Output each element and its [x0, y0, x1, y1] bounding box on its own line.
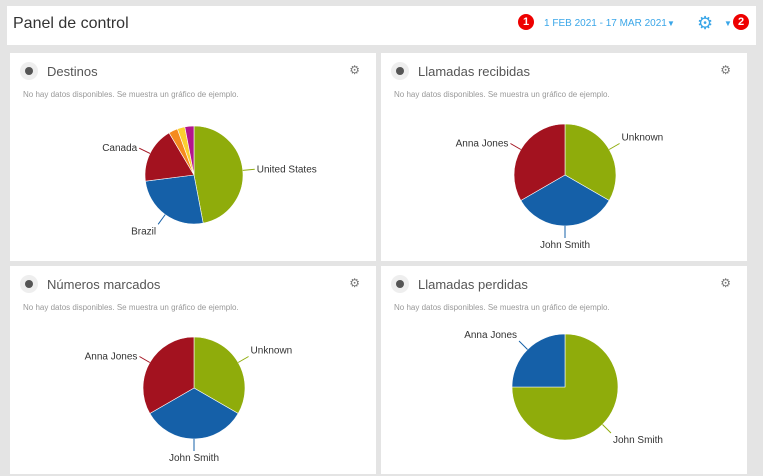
pie-leader-line: [518, 340, 528, 350]
pie-leader-line: [510, 143, 522, 150]
pie-slice[interactable]: [193, 336, 246, 414]
pie-chart-icon: [391, 62, 409, 80]
date-chevron-down-icon[interactable]: ▼: [667, 19, 675, 28]
settings-gears-icon[interactable]: ⚙: [697, 13, 714, 33]
no-data-note: No hay datos disponibles. Se muestra un …: [23, 303, 239, 312]
no-data-note: No hay datos disponibles. Se muestra un …: [23, 90, 239, 99]
page-title: Panel de control: [13, 15, 129, 32]
badge-2: 2: [733, 14, 749, 30]
panel-destinos: Destinos ⚙ No hay datos disponibles. Se …: [10, 53, 376, 261]
pie-label: Brazil: [131, 226, 156, 237]
pie-label: Unknown: [251, 346, 293, 357]
pie-label: Anna Jones: [85, 352, 138, 363]
pie-leader-line: [608, 143, 620, 150]
pie-leader-line: [139, 147, 151, 154]
panel-settings-gear-icon[interactable]: ⚙: [349, 63, 360, 77]
panel-title: Destinos: [47, 64, 98, 79]
pie-label: John Smith: [169, 453, 219, 464]
panel-settings-gear-icon[interactable]: ⚙: [720, 276, 731, 290]
panel-settings-gear-icon[interactable]: ⚙: [349, 276, 360, 290]
pie-chart-icon: [391, 275, 409, 293]
pie-leader-line: [602, 424, 612, 434]
panel-llamadas-perdidas: Llamadas perdidas ⚙ No hay datos disponi…: [381, 266, 747, 474]
header: Panel de control 1 1 FEB 2021 - 17 MAR 2…: [7, 6, 756, 45]
pie-label: Canada: [102, 143, 137, 154]
pie-label: Anna Jones: [456, 139, 509, 150]
pie-chart-icon: [20, 275, 38, 293]
pie-slice[interactable]: [184, 125, 195, 176]
panel-title: Llamadas recibidas: [418, 64, 531, 79]
pie-chart-numeros-marcados: Unknown John Smith Anna Jones: [85, 336, 293, 464]
pie-slice[interactable]: [145, 174, 204, 225]
panel-title: Llamadas perdidas: [418, 277, 528, 292]
no-data-note: No hay datos disponibles. Se muestra un …: [394, 303, 610, 312]
pie-label: United States: [257, 164, 317, 175]
badge-1: 1: [518, 14, 534, 30]
pie-chart-llamadas-perdidas: John Smith Anna Jones: [464, 330, 663, 446]
pie-chart-icon: [20, 62, 38, 80]
settings-chevron-down-icon[interactable]: ▼: [724, 19, 732, 28]
panel-llamadas-recibidas: Llamadas recibidas ⚙ No hay datos dispon…: [381, 53, 747, 261]
pie-slice[interactable]: [142, 336, 195, 414]
pie-slice[interactable]: [520, 174, 610, 227]
no-data-note: No hay datos disponibles. Se muestra un …: [394, 90, 610, 99]
pie-label: Unknown: [622, 133, 664, 144]
panel-settings-gear-icon[interactable]: ⚙: [720, 63, 731, 77]
pie-leader-line: [157, 214, 166, 225]
pie-label: John Smith: [613, 435, 663, 446]
panel-title: Números marcados: [47, 277, 161, 292]
pie-leader-line: [237, 356, 249, 363]
pie-slice[interactable]: [193, 125, 244, 224]
panel-numeros-marcados: Números marcados ⚙ No hay datos disponib…: [10, 266, 376, 474]
pie-chart-llamadas-recibidas: Unknown John Smith Anna Jones: [456, 123, 664, 251]
pie-slice[interactable]: [564, 123, 617, 201]
pie-leader-line: [139, 356, 151, 363]
pie-label: Anna Jones: [464, 330, 517, 341]
pie-label: John Smith: [540, 240, 590, 251]
pie-leader-line: [242, 168, 255, 171]
pie-slice[interactable]: [513, 123, 566, 201]
pie-chart-destinos: United States Brazil Canada: [102, 125, 317, 237]
pie-slice[interactable]: [149, 387, 239, 440]
date-range-picker[interactable]: 1 FEB 2021 - 17 MAR 2021: [544, 18, 667, 29]
